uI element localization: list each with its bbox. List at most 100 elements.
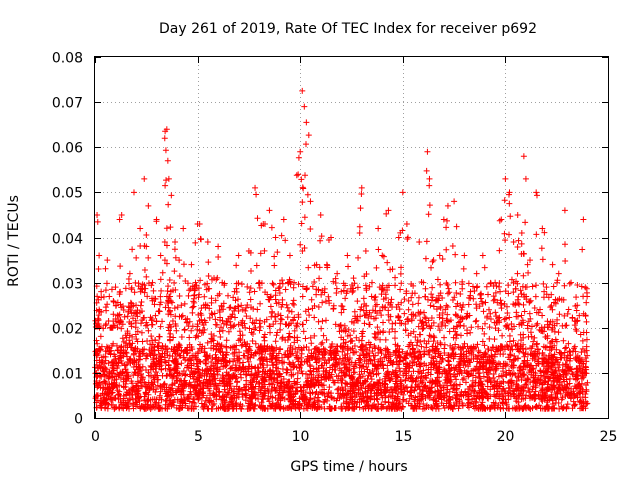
data-point (282, 286, 289, 293)
data-point (358, 337, 365, 344)
data-point (514, 243, 521, 250)
data-point (303, 286, 310, 293)
data-point (209, 402, 216, 409)
data-point (422, 293, 429, 300)
data-point (572, 401, 579, 408)
data-point (178, 334, 185, 341)
data-point (301, 214, 308, 221)
data-point (440, 216, 447, 223)
data-point (418, 343, 425, 350)
data-point (342, 339, 349, 346)
data-point (238, 281, 245, 288)
data-point (495, 315, 502, 322)
data-point (254, 215, 261, 222)
data-point (399, 189, 406, 196)
data-point (461, 340, 468, 347)
data-point (100, 293, 107, 300)
data-point (342, 295, 349, 302)
data-point (532, 404, 539, 411)
data-point (533, 322, 540, 329)
data-point (312, 403, 319, 410)
data-point (353, 334, 360, 341)
data-point (295, 171, 302, 178)
data-point (552, 336, 559, 343)
data-point (185, 292, 192, 299)
data-point (167, 372, 174, 379)
data-point (167, 330, 174, 337)
data-point (345, 263, 352, 270)
data-point (145, 202, 152, 209)
data-point (176, 272, 183, 279)
data-point (405, 297, 412, 304)
data-point (361, 320, 368, 327)
data-point (153, 368, 160, 375)
data-point (233, 280, 240, 287)
data-point (568, 279, 575, 286)
data-point (126, 318, 133, 325)
data-point (359, 363, 366, 370)
data-point (152, 337, 159, 344)
data-point (251, 326, 258, 333)
data-point (415, 300, 422, 307)
data-point (454, 323, 461, 330)
data-point (203, 402, 210, 409)
data-point (167, 337, 174, 344)
data-point (249, 337, 256, 344)
data-point (427, 325, 434, 332)
data-point (371, 297, 378, 304)
data-point (129, 246, 136, 253)
data-point (249, 319, 256, 326)
data-point (422, 285, 429, 292)
data-point (465, 301, 472, 308)
data-point (269, 308, 276, 315)
data-point (300, 321, 307, 328)
data-point (206, 399, 213, 406)
data-point (401, 310, 408, 317)
data-point (564, 310, 571, 317)
data-point (535, 355, 542, 362)
data-point (443, 246, 450, 253)
data-point (468, 324, 475, 331)
data-point (430, 338, 437, 345)
data-point (219, 327, 226, 334)
data-point (510, 337, 517, 344)
data-point (215, 243, 222, 250)
data-point (322, 317, 329, 324)
data-point (521, 403, 528, 410)
data-point (526, 388, 533, 395)
data-point (566, 357, 573, 364)
data-point (188, 405, 195, 412)
data-point (423, 340, 430, 347)
data-point (479, 325, 486, 332)
data-point (379, 252, 386, 259)
data-point (580, 399, 587, 406)
data-point (349, 289, 356, 296)
data-point (302, 172, 309, 179)
data-point (298, 220, 305, 227)
data-point (161, 135, 168, 142)
data-point (412, 333, 419, 340)
data-point (134, 401, 141, 408)
data-point (166, 277, 173, 284)
data-point (305, 399, 312, 406)
data-point (181, 300, 188, 307)
data-point (147, 314, 154, 321)
data-point (284, 337, 291, 344)
data-point (408, 294, 415, 301)
data-point (202, 397, 209, 404)
data-point (506, 314, 513, 321)
data-point (302, 141, 309, 148)
data-point (452, 251, 459, 258)
data-point (364, 366, 371, 373)
data-point (384, 259, 391, 266)
data-point (274, 249, 281, 256)
data-point (94, 293, 101, 300)
data-point (286, 330, 293, 337)
data-point (214, 340, 221, 347)
data-point (506, 338, 513, 345)
data-point (103, 280, 110, 287)
data-point (457, 291, 464, 298)
data-point (138, 329, 145, 336)
data-point (474, 283, 481, 290)
data-point (477, 290, 484, 297)
